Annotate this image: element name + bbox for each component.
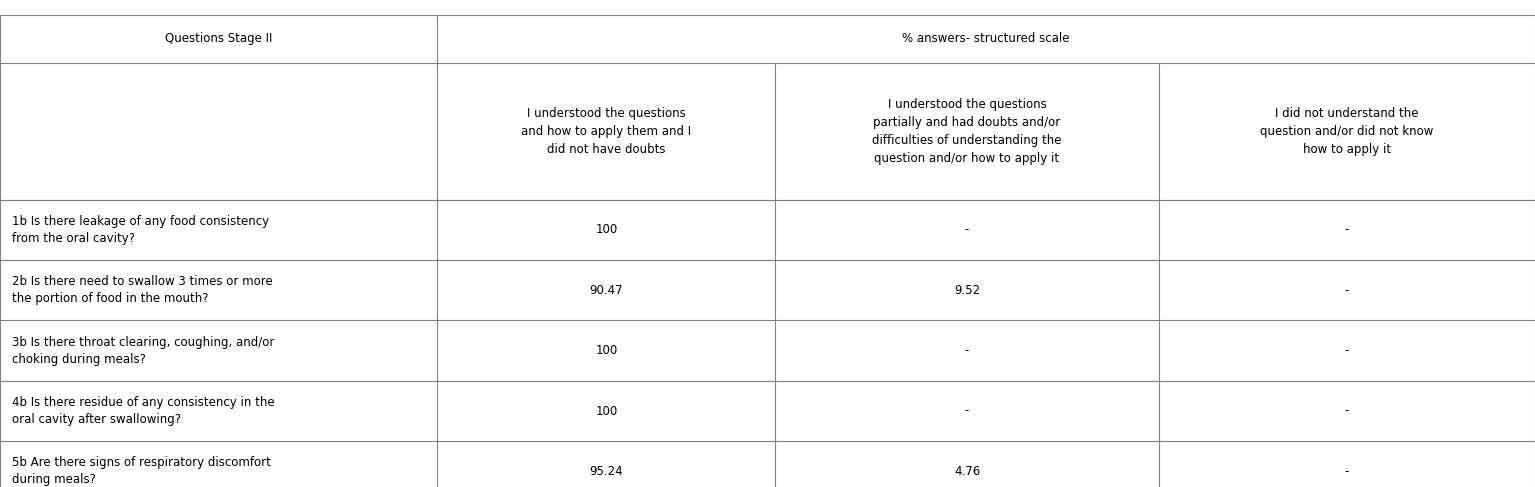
Text: 5b Are there signs of respiratory discomfort
during meals?: 5b Are there signs of respiratory discom… [12, 456, 272, 487]
Text: 1b Is there leakage of any food consistency
from the oral cavity?: 1b Is there leakage of any food consiste… [12, 215, 270, 245]
Text: 4.76: 4.76 [953, 465, 981, 478]
Text: 100: 100 [596, 224, 617, 236]
Text: I understood the questions
and how to apply them and I
did not have doubts: I understood the questions and how to ap… [522, 107, 691, 156]
Text: -: - [1345, 224, 1349, 236]
Text: 100: 100 [596, 405, 617, 417]
Text: I did not understand the
question and/or did not know
how to apply it: I did not understand the question and/or… [1260, 107, 1434, 156]
Text: -: - [1345, 405, 1349, 417]
Text: 2b Is there need to swallow 3 times or more
the portion of food in the mouth?: 2b Is there need to swallow 3 times or m… [12, 275, 273, 305]
Text: -: - [966, 344, 969, 357]
Text: 95.24: 95.24 [589, 465, 623, 478]
Text: 3b Is there throat clearing, coughing, and/or
choking during meals?: 3b Is there throat clearing, coughing, a… [12, 336, 275, 366]
Text: -: - [1345, 344, 1349, 357]
Text: Questions Stage II: Questions Stage II [166, 33, 272, 45]
Text: -: - [1345, 284, 1349, 297]
Text: -: - [966, 405, 969, 417]
Text: 90.47: 90.47 [589, 284, 623, 297]
Text: -: - [1345, 465, 1349, 478]
Text: 100: 100 [596, 344, 617, 357]
Text: -: - [966, 224, 969, 236]
Text: I understood the questions
partially and had doubts and/or
difficulties of under: I understood the questions partially and… [872, 98, 1062, 165]
Text: 4b Is there residue of any consistency in the
oral cavity after swallowing?: 4b Is there residue of any consistency i… [12, 396, 275, 426]
Text: % answers- structured scale: % answers- structured scale [903, 33, 1070, 45]
Text: 9.52: 9.52 [953, 284, 981, 297]
